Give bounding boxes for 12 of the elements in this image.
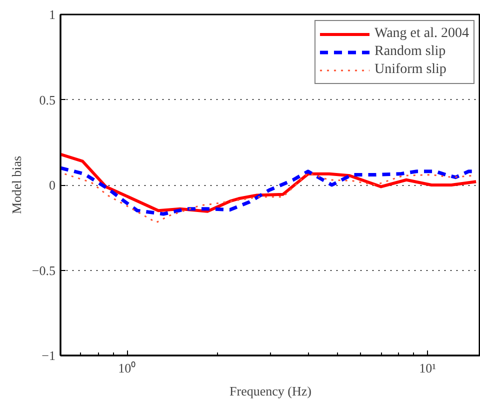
legend-label: Wang et al. 2004 [374, 25, 469, 43]
y-tick-label: −0.5 [32, 262, 56, 278]
y-tick-label: 0 [49, 178, 56, 192]
y-tick-label: 0.5 [39, 92, 56, 108]
x-tick-label: 10¹ [419, 360, 436, 376]
legend-label: Random slip [374, 43, 446, 61]
legend-label: Uniform slip [374, 61, 446, 79]
x-axis-title: Frequency (Hz) [230, 384, 312, 398]
y-tick-label: 1 [49, 7, 56, 22]
x-tick-label: 10⁰ [118, 360, 136, 376]
y-axis-title: Model bias [8, 156, 24, 214]
y-tick-label: −1 [42, 348, 56, 363]
